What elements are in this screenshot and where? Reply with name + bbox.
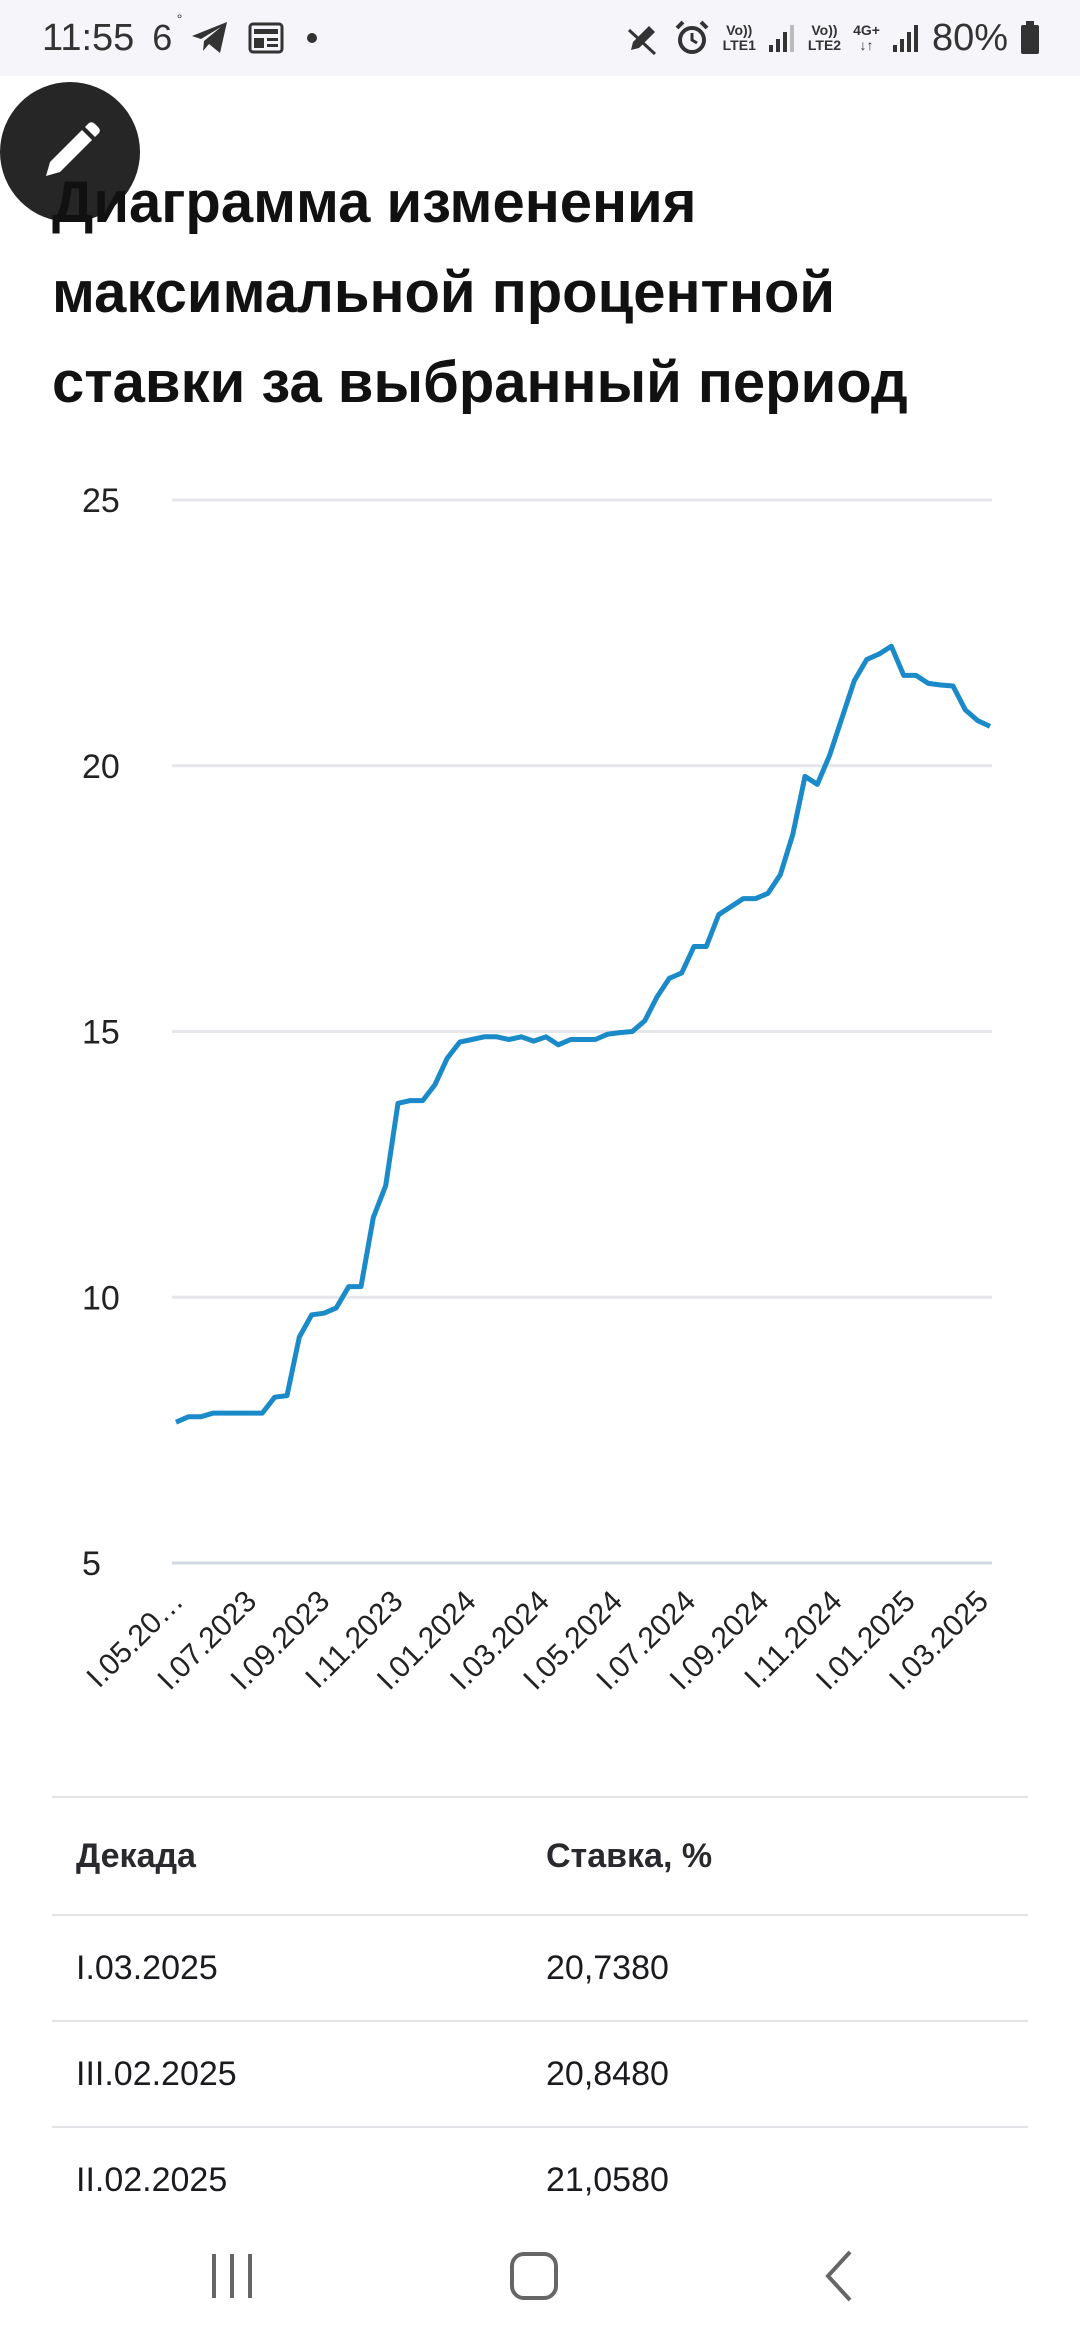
series-line xyxy=(174,643,992,1425)
signal-sim1-icon xyxy=(768,25,794,52)
table-header: Декада Ставка, % xyxy=(52,1796,1028,1914)
edit-button[interactable] xyxy=(0,82,140,222)
y-tick-label: 15 xyxy=(82,1014,120,1052)
chart-grid xyxy=(172,498,992,1565)
pen-mute-icon xyxy=(627,26,656,56)
rate-cell: 20,8480 xyxy=(546,2054,669,2093)
y-tick-label: 10 xyxy=(82,1279,120,1317)
rate-chart: 25 20 15 10 5 I.05.20…I.07.2023I.09.2023I.11… xyxy=(81,482,995,1697)
rate-cell: 21,0580 xyxy=(546,2160,669,2199)
recent-apps-button[interactable] xyxy=(192,2236,272,2316)
signal-sim2-icon xyxy=(892,25,918,52)
decade-cell: III.02.2025 xyxy=(76,2054,237,2093)
notification-dot-icon xyxy=(307,33,318,43)
data-type-label: 4G+ ↓↑ xyxy=(853,22,880,53)
status-time: 11:55 xyxy=(42,16,135,59)
table-row: I.03.2025 20,7380 xyxy=(52,1914,1028,2020)
home-button[interactable] xyxy=(494,2236,574,2316)
recent-apps-icon xyxy=(212,2254,252,2298)
rates-table: Декада Ставка, % I.03.2025 20,7380 III.0… xyxy=(52,1796,1028,2232)
status-bar: 11:55 6 ° Vo)) LTE1 Vo)) LTE2 4G+ ↓↑ 80% xyxy=(0,0,1080,76)
back-button[interactable] xyxy=(800,2236,880,2316)
table-row: II.02.2025 21,0580 xyxy=(52,2126,1028,2232)
navigation-bar xyxy=(0,2208,1080,2340)
news-icon xyxy=(248,22,284,54)
x-axis: I.05.20…I.07.2023I.09.2023I.11.2023I.01.… xyxy=(81,1585,995,1697)
telegram-icon xyxy=(192,22,228,53)
pencil-icon xyxy=(46,122,100,176)
page-title: Диаграмма изменения максимальной процент… xyxy=(52,170,908,415)
battery-percent: 80% xyxy=(931,16,1008,59)
home-icon xyxy=(510,2252,558,2300)
y-tick-label: 25 xyxy=(82,482,120,520)
column-header-rate: Ставка, % xyxy=(546,1836,713,1875)
y-axis: 25 20 15 10 5 xyxy=(82,482,120,1583)
decade-cell: II.02.2025 xyxy=(76,2160,228,2199)
sim2-label: Vo)) LTE2 xyxy=(807,22,842,53)
series-layer xyxy=(174,643,992,1425)
status-left: 11:55 6 ° xyxy=(42,0,322,76)
rate-cell: 20,7380 xyxy=(546,1948,669,1987)
back-icon xyxy=(825,2250,852,2302)
column-header-decade: Декада xyxy=(76,1836,196,1875)
decade-cell: I.03.2025 xyxy=(76,1948,218,1987)
weather-temperature: 6 ° xyxy=(152,11,183,58)
alarm-icon xyxy=(675,20,709,54)
table-row: III.02.2025 20,8480 xyxy=(52,2020,1028,2126)
y-tick-label: 20 xyxy=(82,748,120,786)
battery-icon xyxy=(1021,21,1039,54)
sim1-label: Vo)) LTE1 xyxy=(722,22,756,53)
status-right: Vo)) LTE1 Vo)) LTE2 4G+ ↓↑ 80% xyxy=(625,0,1040,76)
y-tick-label: 5 xyxy=(82,1545,101,1583)
